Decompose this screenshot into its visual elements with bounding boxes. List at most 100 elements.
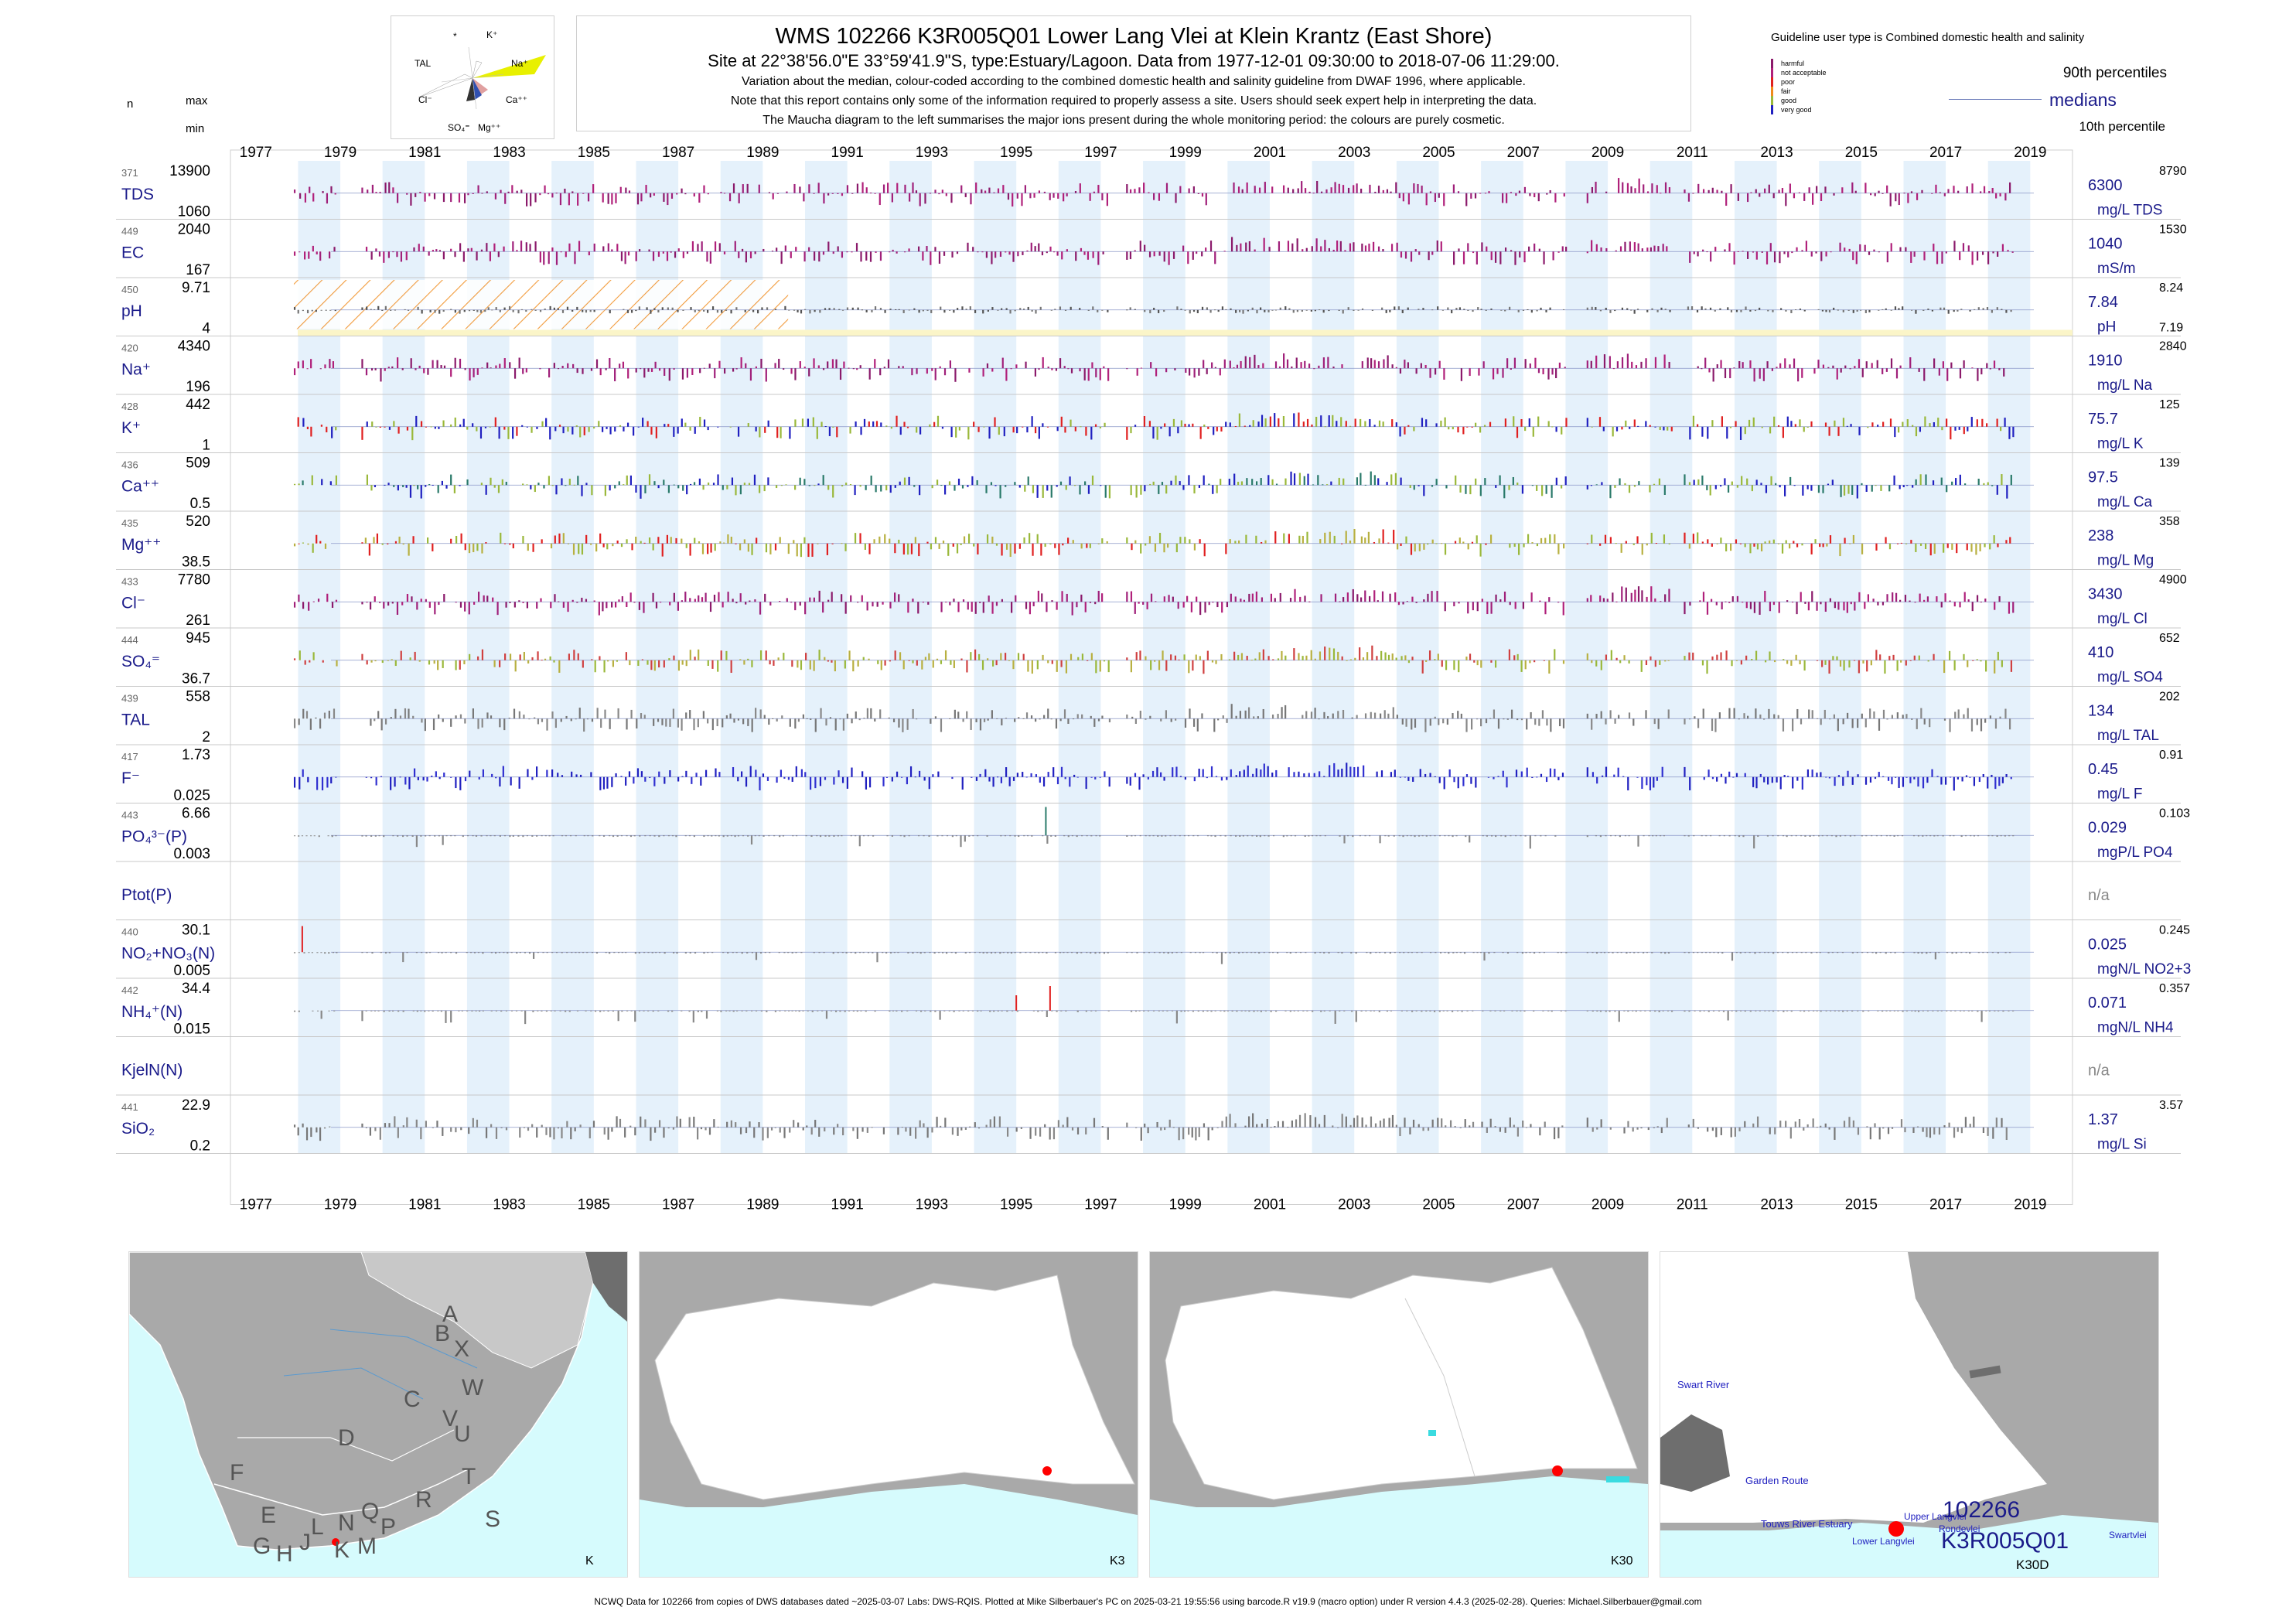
data-bar <box>1360 536 1363 544</box>
data-bar <box>1014 835 1016 837</box>
data-bar <box>571 771 573 777</box>
data-bar <box>1601 482 1603 486</box>
data-bar <box>1302 421 1305 427</box>
data-bar <box>2008 426 2011 439</box>
data-bar <box>1039 718 1041 720</box>
data-bar <box>1946 485 1948 493</box>
data-bar <box>1089 543 1091 548</box>
data-bar <box>742 184 744 193</box>
data-bar <box>865 187 868 193</box>
panel-median: 1910 <box>2088 352 2123 369</box>
data-bar <box>302 1123 304 1128</box>
data-bar <box>658 771 660 777</box>
data-bar <box>1158 251 1161 256</box>
data-bar <box>1360 473 1362 486</box>
data-bar <box>1242 952 1244 954</box>
data-bar <box>1254 249 1256 252</box>
data-bar <box>1690 306 1694 310</box>
data-bar <box>1910 191 1913 193</box>
data-bar <box>336 952 338 954</box>
panel-median: 238 <box>2088 527 2113 544</box>
data-bar <box>473 368 475 377</box>
data-bar <box>918 770 921 777</box>
data-bar <box>993 1010 995 1012</box>
data-bar <box>1605 654 1608 660</box>
data-bar <box>567 602 569 612</box>
data-bar <box>1790 835 1793 837</box>
data-bar <box>731 477 734 486</box>
data-bar <box>1295 952 1297 954</box>
data-bar <box>1148 251 1151 258</box>
data-bar <box>1943 193 1946 196</box>
data-bar <box>1946 543 1949 548</box>
data-bar <box>1126 1122 1128 1128</box>
data-bar <box>1163 543 1165 553</box>
data-bar <box>1376 656 1378 660</box>
data-bar <box>1991 309 1993 313</box>
data-bar <box>1223 359 1226 369</box>
data-bar <box>542 952 544 954</box>
data-bar <box>1080 426 1082 428</box>
data-bar <box>1716 189 1718 193</box>
data-bar <box>813 193 815 194</box>
data-bar <box>1506 952 1510 954</box>
data-bar <box>1873 711 1875 719</box>
data-bar <box>383 1010 385 1012</box>
panel-n: 420 <box>121 343 138 354</box>
data-bar <box>1534 660 1536 663</box>
data-bar <box>493 485 496 488</box>
data-bar <box>1529 363 1531 369</box>
data-bar <box>824 308 827 310</box>
data-bar <box>1501 193 1504 203</box>
data-bar <box>985 485 988 493</box>
data-bar <box>745 363 747 369</box>
data-bar <box>1022 772 1024 777</box>
data-bar <box>1967 708 1969 719</box>
data-bar <box>1991 835 1994 837</box>
data-bar <box>394 1116 396 1128</box>
data-bar <box>1987 835 1990 837</box>
data-bar <box>1899 365 1902 369</box>
data-bar <box>1767 952 1769 954</box>
data-bar <box>1282 415 1285 427</box>
data-bar <box>1825 776 1827 778</box>
data-bar <box>1211 362 1213 369</box>
data-bar <box>919 1120 921 1128</box>
data-bar <box>684 422 687 427</box>
data-bar <box>525 242 527 252</box>
data-bar <box>1075 251 1077 261</box>
data-bar <box>859 952 861 954</box>
data-bar <box>1735 660 1738 661</box>
data-bar <box>1234 596 1237 602</box>
data-bar <box>1175 193 1177 203</box>
data-bar <box>1281 707 1283 719</box>
data-bar <box>912 660 914 664</box>
data-bar <box>310 359 312 369</box>
data-bar <box>561 365 564 369</box>
data-bar <box>957 478 960 486</box>
data-bar <box>450 835 452 837</box>
data-bar <box>1407 307 1409 310</box>
data-bar <box>405 485 408 488</box>
panel-p90: 139 <box>2159 457 2180 470</box>
data-bar <box>1307 473 1309 486</box>
year-band <box>1819 161 1861 1154</box>
data-bar <box>893 592 896 602</box>
data-bar <box>747 423 749 427</box>
data-bar <box>476 1119 479 1128</box>
data-bar <box>405 251 408 261</box>
data-bar <box>1820 251 1823 261</box>
data-bar <box>1982 952 1984 954</box>
data-bar <box>1637 243 1639 252</box>
data-bar <box>1431 591 1433 602</box>
data-bar <box>1130 1010 1133 1012</box>
data-bar <box>779 601 781 602</box>
data-bar <box>1996 418 1998 427</box>
data-bar <box>1332 366 1335 369</box>
data-bar <box>609 309 611 314</box>
data-bar <box>1255 481 1258 486</box>
data-bar <box>1370 471 1372 486</box>
data-bar <box>1967 1010 1970 1012</box>
data-bar <box>595 543 598 552</box>
